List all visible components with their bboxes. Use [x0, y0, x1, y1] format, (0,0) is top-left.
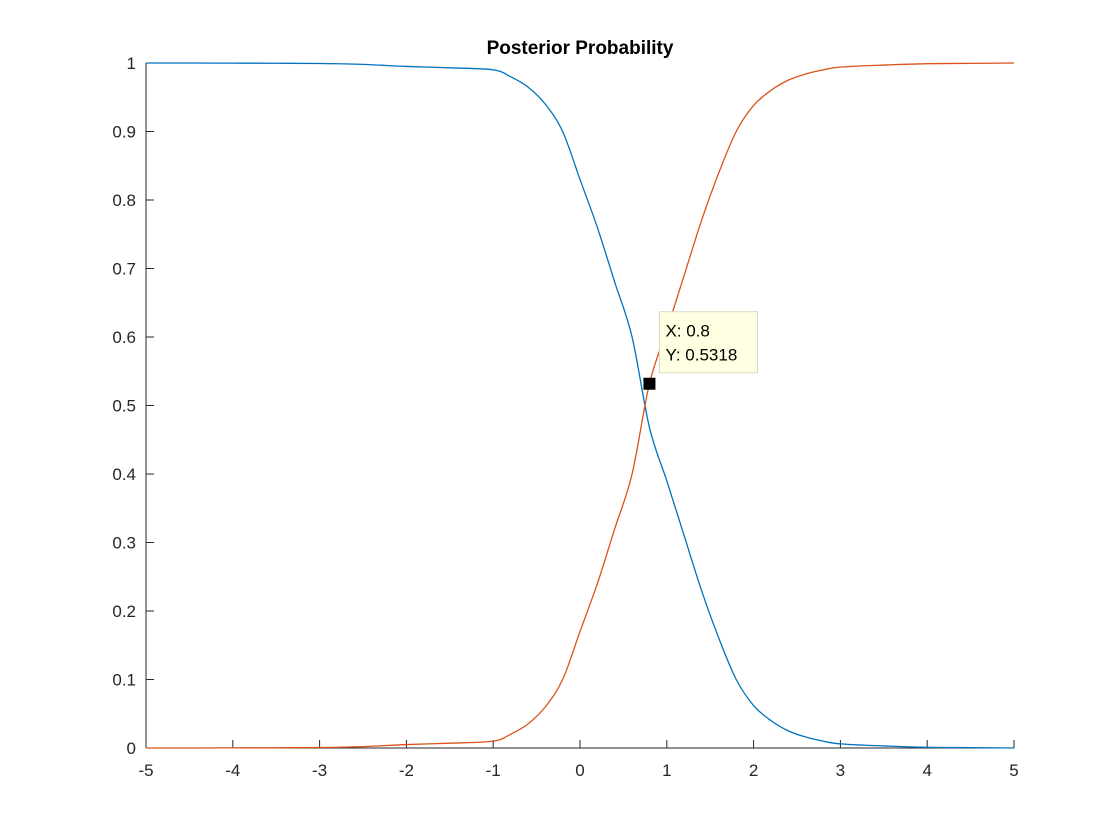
y-tick-label: 0.5 — [112, 397, 136, 416]
y-tick-label: 0.1 — [112, 671, 136, 690]
y-tick-label: 0.2 — [112, 602, 136, 621]
y-tick-label: 0.7 — [112, 260, 136, 279]
datatip-marker[interactable] — [643, 377, 656, 390]
x-tick-label: 3 — [836, 761, 845, 780]
series-line-2[interactable] — [145, 62, 1015, 749]
x-tick-label: -4 — [225, 761, 240, 780]
y-tick-label: 0 — [127, 739, 136, 758]
x-tick-label: -5 — [138, 761, 153, 780]
series-line-1[interactable] — [145, 62, 1015, 749]
y-tick-label: 0.8 — [112, 191, 136, 210]
datatip-box[interactable] — [658, 311, 758, 374]
y-tick-label: 1 — [127, 54, 136, 73]
x-tick-label: 0 — [575, 761, 584, 780]
y-tick-label: 0.6 — [112, 328, 136, 347]
y-tick-label: 0.9 — [112, 123, 136, 142]
y-tick-label: 0.3 — [112, 534, 136, 553]
x-tick-label: 5 — [1009, 761, 1018, 780]
x-axis: -5 -4 -3 -2 -1 0 1 2 3 4 5 — [138, 740, 1019, 780]
series-layer — [145, 62, 1015, 749]
y-tick-label: 0.4 — [112, 465, 136, 484]
x-tick-label: 2 — [749, 761, 758, 780]
x-tick-label: 1 — [662, 761, 671, 780]
datatip[interactable]: X: 0.8 Y: 0.5318 — [643, 311, 758, 390]
x-tick-label: -1 — [486, 761, 501, 780]
x-tick-label: 4 — [922, 761, 931, 780]
x-tick-label: -3 — [312, 761, 327, 780]
datatip-y-text: Y: 0.5318 — [665, 346, 737, 365]
datatip-x-text: X: 0.8 — [665, 322, 709, 341]
chart-title: Posterior Probability — [487, 38, 674, 59]
y-axis: 0 0.1 0.2 0.3 0.4 0.5 0.6 0.7 0.8 0.9 1 — [112, 54, 154, 758]
x-tick-label: -2 — [399, 761, 414, 780]
axes-area[interactable] — [146, 63, 1014, 748]
